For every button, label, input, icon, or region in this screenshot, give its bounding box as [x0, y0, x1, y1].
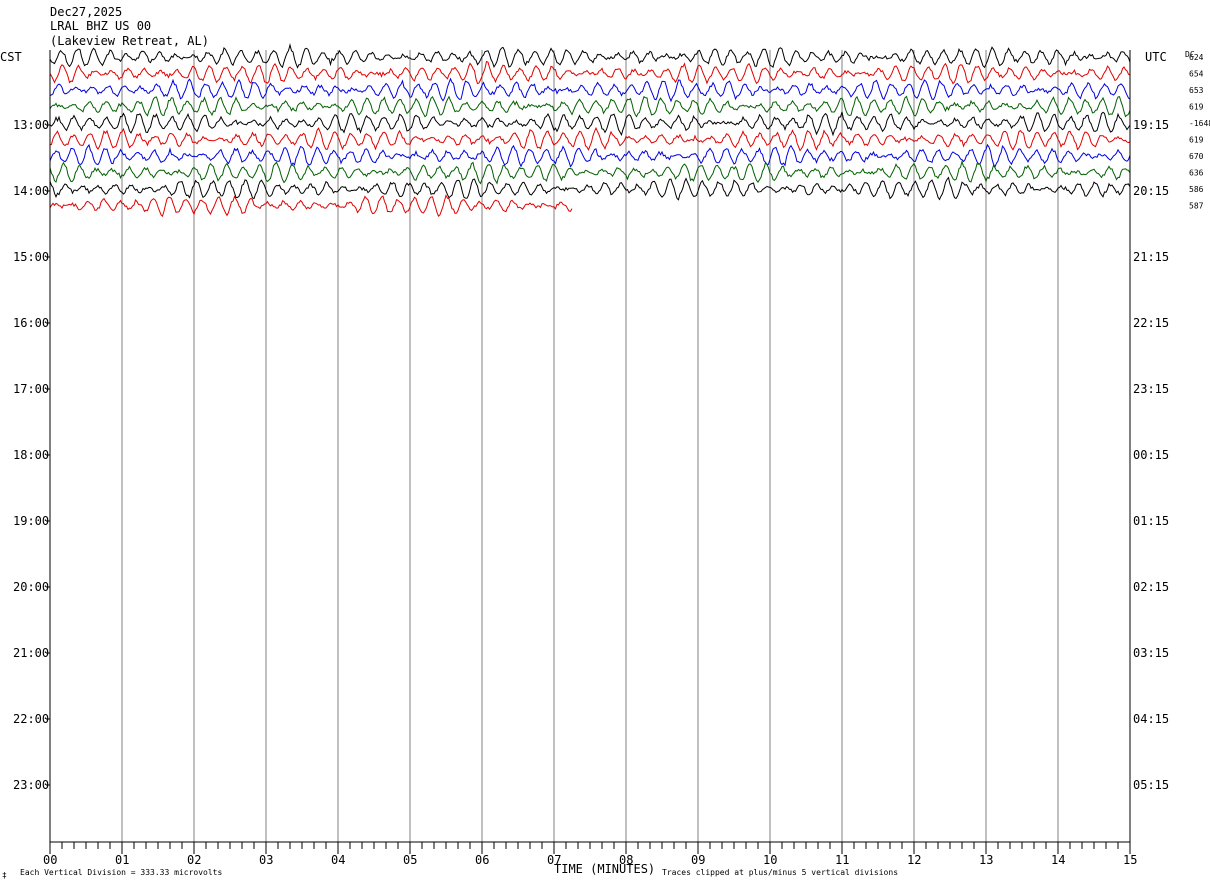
dc-value-label: 587 [1189, 202, 1204, 211]
right-hour-label: 00:15 [1133, 448, 1169, 462]
x-tick-label: 07 [547, 853, 561, 867]
right-hour-label: 21:15 [1133, 250, 1169, 264]
trace-line-7 [49, 159, 1131, 185]
x-axis-title: TIME (MINUTES) [554, 862, 655, 876]
header-location: (Lakeview Retreat, AL) [50, 34, 209, 48]
x-tick-label: 05 [403, 853, 417, 867]
trace-line-6 [49, 143, 1131, 168]
right-hour-label: 01:15 [1133, 514, 1169, 528]
left-hour-label: 15:00 [13, 250, 49, 264]
corner-mark: ‡ [2, 871, 7, 880]
minute-grid [121, 50, 1059, 842]
trace-line-4 [49, 111, 1131, 137]
left-hour-label: 19:00 [13, 514, 49, 528]
trace-line-1 [49, 60, 1131, 85]
dc-value-label: 586 [1189, 185, 1204, 194]
right-hour-label: 20:15 [1133, 184, 1169, 198]
right-timezone-label: UTC [1145, 50, 1167, 64]
clip-note: Traces clipped at plus/minus 5 vertical … [662, 868, 898, 877]
x-tick-label: 00 [43, 853, 57, 867]
dc-value-label: 619 [1189, 103, 1204, 112]
x-tick-label: 04 [331, 853, 345, 867]
dc-value-label: 619 [1189, 136, 1204, 145]
x-tick-label: 08 [619, 853, 633, 867]
right-hour-label: 23:15 [1133, 382, 1169, 396]
left-hour-label: 13:00 [13, 118, 49, 132]
trace-line-0 [49, 43, 1131, 69]
header-date: Dec27,2025 [50, 5, 123, 19]
dc-value-label: 624 [1189, 53, 1204, 62]
right-hour-label: 19:15 [1133, 118, 1169, 132]
trace-line-9 [49, 194, 573, 218]
seismic-traces [49, 43, 1131, 218]
x-tick-label: 01 [115, 853, 129, 867]
left-hour-label: 23:00 [13, 778, 49, 792]
axes: 00 01 02 03 04 05 06 07 08 09 10 11 12 13 14 15 13:00 14:… [13, 50, 1210, 867]
right-hour-label: 05:15 [1133, 778, 1169, 792]
trace-line-8 [49, 176, 1131, 201]
right-hour-label: 03:15 [1133, 646, 1169, 660]
x-tick-label: 12 [907, 853, 921, 867]
left-hour-label: 20:00 [13, 580, 49, 594]
x-tick-label: 11 [835, 853, 849, 867]
x-tick-label: 14 [1051, 853, 1065, 867]
left-hour-label: 14:00 [13, 184, 49, 198]
dc-value-label: 654 [1189, 70, 1204, 79]
left-hour-label: 22:00 [13, 712, 49, 726]
left-hour-label: 16:00 [13, 316, 49, 330]
x-tick-label: 09 [691, 853, 705, 867]
dc-value-label: 653 [1189, 86, 1204, 95]
trace-line-3 [49, 95, 1131, 118]
left-timezone-label: CST [0, 50, 22, 64]
dc-header-label: DC [1185, 50, 1195, 59]
x-tick-label: 15 [1123, 853, 1137, 867]
left-hour-label: 17:00 [13, 382, 49, 396]
x-tick-label: 03 [259, 853, 273, 867]
dc-value-label: 670 [1189, 152, 1204, 161]
header-station: LRAL BHZ US 00 [50, 19, 152, 33]
left-hour-label: 21:00 [13, 646, 49, 660]
dc-value-label: 636 [1189, 169, 1204, 178]
right-hour-label: 04:15 [1133, 712, 1169, 726]
trace-line-5 [49, 126, 1131, 152]
x-tick-label: 10 [763, 853, 777, 867]
right-hour-label: 22:15 [1133, 316, 1169, 330]
scale-note: Each Vertical Division = 333.33 microvol… [20, 868, 222, 877]
x-tick-label: 06 [475, 853, 489, 867]
right-hour-label: 02:15 [1133, 580, 1169, 594]
left-hour-label: 18:00 [13, 448, 49, 462]
x-tick-label: 02 [187, 853, 201, 867]
dc-value-label: -1648 [1189, 119, 1210, 128]
x-tick-label: 13 [979, 853, 993, 867]
trace-line-2 [49, 77, 1131, 103]
